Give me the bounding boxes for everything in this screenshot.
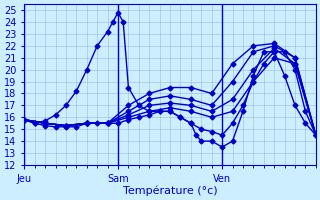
X-axis label: Température (°c): Température (°c) [123, 185, 217, 196]
